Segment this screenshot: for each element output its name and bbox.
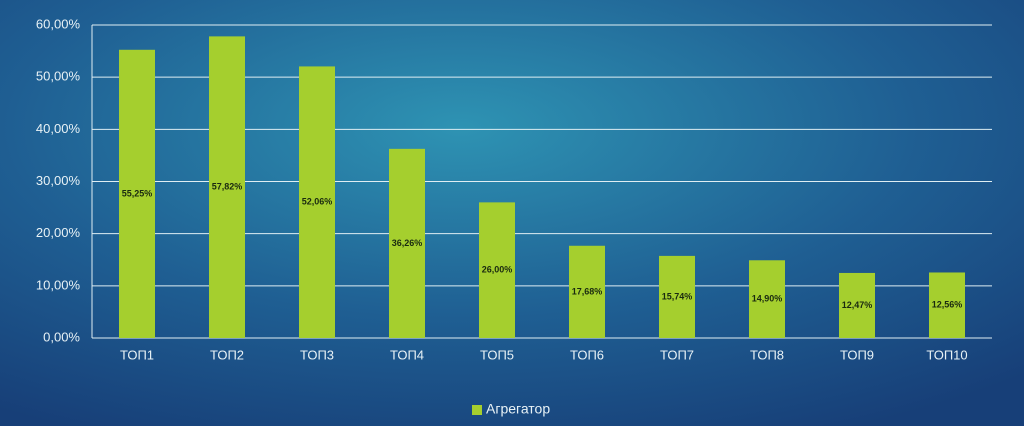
y-tick-label: 60,00% — [36, 16, 81, 31]
bar — [749, 260, 785, 338]
legend-label: Агрегатор — [486, 401, 550, 417]
bar — [659, 255, 695, 338]
x-tick-label: ТОП6 — [570, 347, 604, 362]
y-tick-label: 0,00% — [43, 329, 80, 344]
y-tick-label: 30,00% — [36, 173, 81, 188]
bar — [119, 49, 155, 338]
x-tick-label: ТОП9 — [840, 347, 874, 362]
bar — [479, 202, 515, 338]
value-label: 17,68% — [572, 286, 603, 296]
bar — [209, 36, 245, 338]
value-label: 15,74% — [662, 291, 693, 301]
value-label: 57,82% — [212, 182, 243, 192]
y-tick-label: 50,00% — [36, 69, 81, 84]
bar — [839, 272, 875, 338]
x-tick-label: ТОП4 — [390, 347, 424, 362]
value-label: 52,06% — [302, 197, 333, 207]
y-tick-label: 10,00% — [36, 277, 81, 292]
bar — [569, 245, 605, 338]
bar — [929, 272, 965, 338]
x-tick-label: ТОП5 — [480, 347, 514, 362]
y-tick-label: 40,00% — [36, 121, 81, 136]
x-tick-label: ТОП2 — [210, 347, 244, 362]
x-tick-label: ТОП1 — [120, 347, 154, 362]
x-tick-label: ТОП7 — [660, 347, 694, 362]
value-label: 36,26% — [392, 238, 423, 248]
value-label: 26,00% — [482, 265, 513, 275]
bar — [299, 66, 335, 338]
value-label: 12,56% — [932, 300, 963, 310]
y-tick-label: 20,00% — [36, 225, 81, 240]
legend-swatch — [472, 405, 482, 415]
x-tick-label: ТОП3 — [300, 347, 334, 362]
value-label: 12,47% — [842, 300, 873, 310]
x-tick-label: ТОП8 — [750, 347, 784, 362]
x-tick-label: ТОП10 — [926, 347, 967, 362]
bar — [389, 148, 425, 338]
value-label: 14,90% — [752, 294, 783, 304]
value-label: 55,25% — [122, 188, 153, 198]
